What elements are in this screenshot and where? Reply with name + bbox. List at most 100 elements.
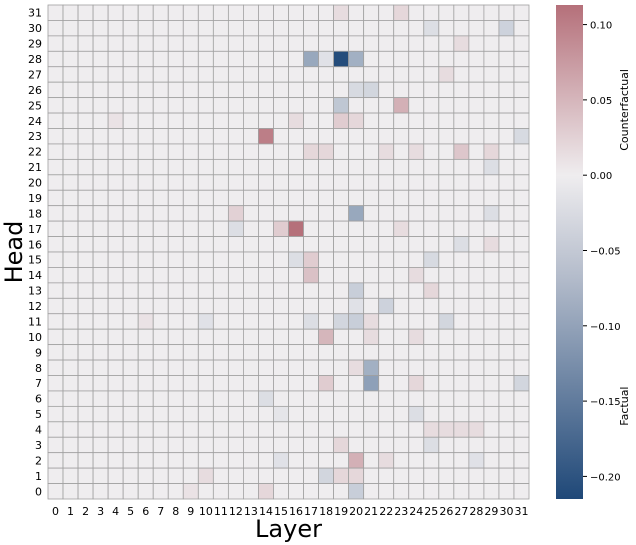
heatmap-cell <box>303 452 319 469</box>
heatmap-cell <box>152 128 169 145</box>
heatmap-cell <box>92 297 109 315</box>
heatmap-cell <box>468 421 485 438</box>
heatmap-cell <box>393 128 410 145</box>
heatmap-cell <box>92 35 109 52</box>
heatmap-cell <box>303 328 319 346</box>
heatmap-cell <box>498 174 515 191</box>
heatmap-cell <box>423 97 440 114</box>
heatmap-cell <box>453 20 470 37</box>
heatmap-cell <box>197 158 214 176</box>
heatmap-cell <box>333 205 350 222</box>
y-tick-label: 30 <box>28 22 42 35</box>
y-tick-label: 21 <box>28 161 42 174</box>
heatmap-cell <box>197 328 214 346</box>
heatmap-cell <box>423 50 440 68</box>
heatmap-cell <box>77 143 94 160</box>
heatmap-cell <box>453 158 470 176</box>
heatmap-cell <box>227 81 244 99</box>
heatmap-cell <box>408 158 425 176</box>
heatmap-cell <box>408 189 425 207</box>
heatmap-cell <box>167 375 184 392</box>
heatmap-cell <box>62 50 79 68</box>
heatmap-cell <box>182 4 199 21</box>
heatmap-cell <box>137 282 154 299</box>
heatmap-cell <box>273 128 289 145</box>
heatmap-cell <box>318 359 334 376</box>
heatmap-cell <box>258 483 274 500</box>
heatmap-cell <box>483 20 500 37</box>
heatmap-cell <box>273 251 289 268</box>
heatmap-cell <box>348 344 365 361</box>
heatmap-cell <box>273 467 289 484</box>
heatmap-cell <box>438 436 455 454</box>
heatmap-cell <box>468 328 485 346</box>
heatmap-cell <box>212 143 229 160</box>
heatmap-cell <box>212 112 229 129</box>
heatmap-cell <box>423 35 440 52</box>
heatmap-cell <box>243 405 259 423</box>
heatmap-cell <box>483 390 500 407</box>
heatmap-cell <box>438 4 455 21</box>
heatmap-cell <box>167 297 184 315</box>
heatmap-cell <box>318 483 334 500</box>
heatmap-cell <box>197 251 214 268</box>
heatmap-cell <box>122 66 139 83</box>
heatmap-cell <box>47 236 64 253</box>
heatmap-cell <box>107 205 124 222</box>
heatmap-cell <box>333 35 350 52</box>
heatmap-cell <box>408 436 425 454</box>
colorbar-tick-label: 0.05 <box>590 96 612 107</box>
heatmap-cell <box>453 236 470 253</box>
heatmap-cell <box>333 452 350 469</box>
heatmap-cell <box>167 483 184 500</box>
heatmap-cell <box>483 344 500 361</box>
heatmap-cell <box>243 236 259 253</box>
heatmap-cell <box>197 421 214 438</box>
heatmap-cell <box>363 359 380 376</box>
x-tick-label: 31 <box>514 505 528 518</box>
heatmap-cell <box>152 236 169 253</box>
heatmap-cell <box>92 81 109 99</box>
heatmap-cell <box>182 174 199 191</box>
heatmap-cell <box>137 50 154 68</box>
heatmap-cell <box>152 220 169 237</box>
heatmap-cell <box>498 467 515 484</box>
heatmap-cell <box>288 143 304 160</box>
heatmap-cell <box>513 4 530 21</box>
heatmap-cell <box>498 97 515 114</box>
heatmap-cell <box>348 328 365 346</box>
heatmap-cell <box>107 189 124 207</box>
heatmap-cell <box>167 467 184 484</box>
heatmap-cell <box>137 174 154 191</box>
heatmap-cell <box>303 97 319 114</box>
heatmap-cell <box>273 313 289 330</box>
heatmap-cell <box>453 390 470 407</box>
heatmap-cell <box>393 35 410 52</box>
heatmap-cell <box>423 359 440 376</box>
heatmap-cell <box>107 483 124 500</box>
heatmap-cell <box>318 436 334 454</box>
heatmap-cell <box>408 313 425 330</box>
heatmap-cell <box>318 236 334 253</box>
x-tick-label: 5 <box>127 505 134 518</box>
heatmap-cell <box>182 421 199 438</box>
heatmap-cell <box>423 267 440 284</box>
heatmap-cell <box>453 205 470 222</box>
heatmap-cell <box>318 66 334 83</box>
heatmap-cell <box>62 405 79 423</box>
x-tick-label: 13 <box>244 505 258 518</box>
heatmap-cell <box>122 112 139 129</box>
colorbar-tick-label: −0.10 <box>590 322 621 333</box>
heatmap-cell <box>483 81 500 99</box>
heatmap-cell <box>453 344 470 361</box>
heatmap-cell <box>167 421 184 438</box>
heatmap-cell <box>453 174 470 191</box>
heatmap-cell <box>408 344 425 361</box>
x-tick-label: 7 <box>157 505 164 518</box>
heatmap-cell <box>348 267 365 284</box>
heatmap-cell <box>107 97 124 114</box>
y-axis-ticks: 3130292827262524232221201918171615141312… <box>28 7 42 499</box>
heatmap-cell <box>468 4 485 21</box>
heatmap-cell <box>378 20 395 37</box>
heatmap-cell <box>152 112 169 129</box>
